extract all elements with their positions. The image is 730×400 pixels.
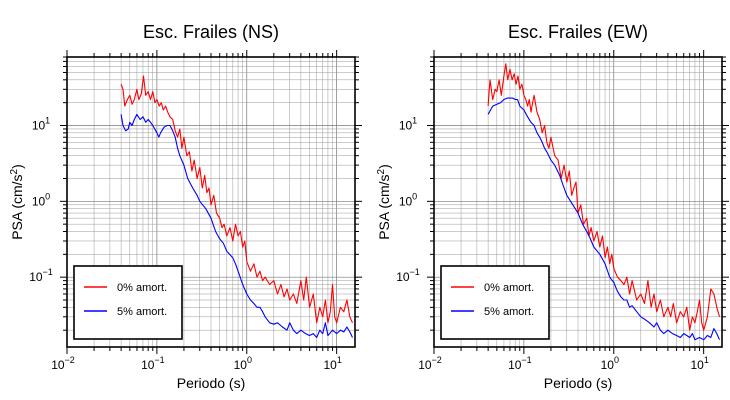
y-tick-label: 101: [32, 115, 50, 132]
y-tick-label: 101: [399, 115, 417, 132]
y-tick-label: 100: [399, 191, 417, 208]
legend-label-1: 5% amort.: [117, 306, 167, 318]
y-tick-label: 100: [32, 191, 50, 208]
x-tick-label: 10−2: [418, 355, 442, 372]
x-tick-label: 10−1: [508, 355, 532, 372]
legend-label-0: 0% amort.: [117, 282, 167, 294]
legend-box: [440, 265, 550, 340]
x-axis-label: Periodo (s): [177, 375, 245, 391]
series-line-1: [120, 113, 353, 339]
plot-frame: [66, 56, 356, 348]
x-axis-label: Periodo (s): [544, 375, 612, 391]
y-tick-label: 10−1: [396, 267, 420, 284]
legend-label-0: 0% amort.: [484, 282, 534, 294]
x-tick-label: 100: [234, 355, 252, 372]
legend: 0% amort. 5% amort.: [440, 265, 550, 340]
x-tick-label: 10−1: [141, 355, 165, 372]
legend: 0% amort. 5% amort.: [73, 265, 183, 340]
chart-title: Esc. Frailes (EW): [508, 22, 648, 42]
x-tick-label: 101: [323, 355, 341, 372]
y-axis-label: PSA (cm/s2): [376, 164, 392, 240]
chart-panel-ns: 10−2 10−1 100 101 10−1 100 101 Esc. Frailes (NS…: [9, 22, 362, 391]
chart-title: Esc. Frailes (NS): [143, 22, 279, 42]
legend-box: [73, 265, 183, 340]
y-axis-label: PSA (cm/s2): [9, 164, 25, 240]
series-line-1: [487, 97, 721, 341]
plot-frame: [433, 56, 723, 348]
legend-label-1: 5% amort.: [484, 306, 534, 318]
x-tick-label: 100: [601, 355, 619, 372]
series-line-0: [120, 75, 354, 324]
chart-panel-ew: 10−2 10−1 100 101 10−1 100 101 Esc. Frailes (EW…: [376, 22, 729, 391]
x-tick-label: 101: [690, 355, 708, 372]
y-tick-label: 10−1: [29, 267, 53, 284]
x-tick-label: 10−2: [51, 355, 75, 372]
